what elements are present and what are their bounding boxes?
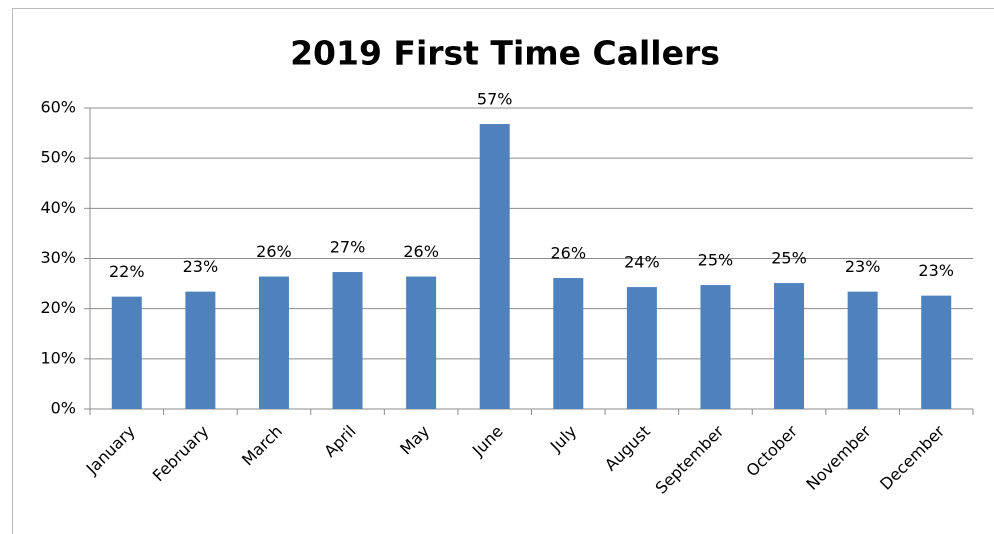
data-label: 24% [624,253,660,272]
bar [774,283,805,409]
bar [332,272,363,409]
y-tick-label: 10% [40,348,76,367]
bar [111,296,142,409]
y-tick-label: 30% [40,248,76,267]
bar [258,276,289,409]
data-label: 23% [183,257,219,276]
chart-title: 2019 First Time Callers [290,34,720,73]
y-tick-label: 60% [40,98,76,117]
data-label: 26% [551,244,587,263]
data-label: 26% [403,242,439,261]
y-tick-label: 40% [40,198,76,217]
bar [406,276,437,409]
data-label: 27% [330,238,366,257]
y-tick-label: 20% [40,298,76,317]
data-label: 25% [698,251,734,270]
data-label: 23% [918,261,954,280]
y-tick-label: 50% [40,148,76,167]
bar [921,295,952,409]
bar [553,278,584,409]
bar [700,285,731,409]
bar [847,291,878,409]
y-tick-label: 0% [51,399,76,418]
data-label: 25% [771,249,807,268]
data-label: 57% [477,90,513,109]
bar [626,287,657,409]
data-label: 23% [845,257,881,276]
bar [185,291,216,409]
bar [479,124,510,409]
data-label: 26% [256,242,292,261]
data-label: 22% [109,262,145,281]
